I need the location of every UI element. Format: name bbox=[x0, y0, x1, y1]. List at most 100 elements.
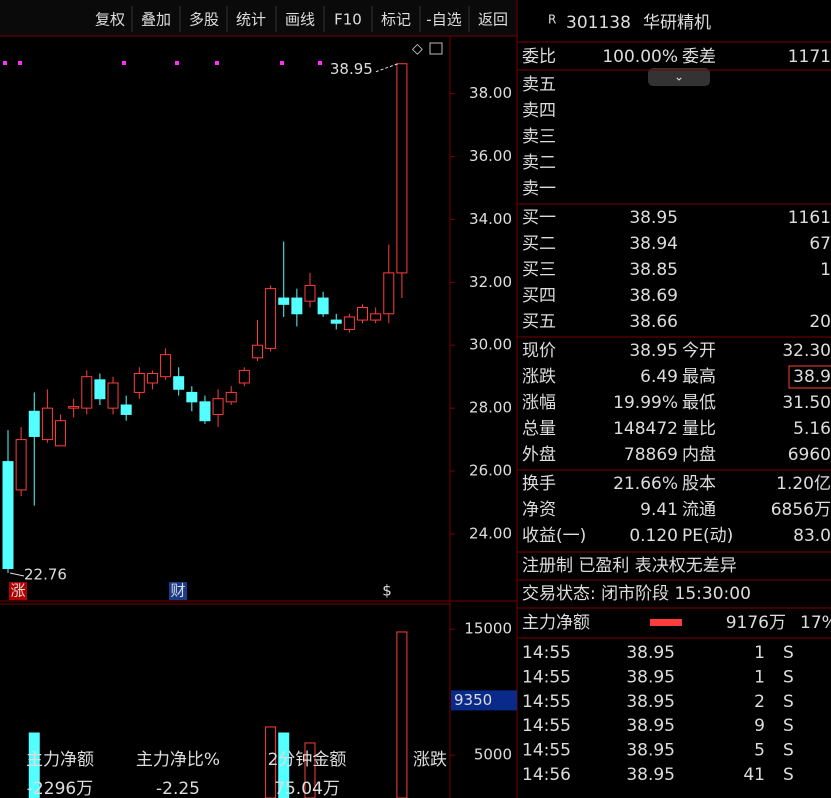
candle-body bbox=[291, 297, 303, 315]
candle-body bbox=[304, 284, 316, 302]
fund-value: 21.66% bbox=[613, 474, 678, 494]
event-marker[interactable]: 财 bbox=[170, 582, 185, 600]
bid-price: 38.95 bbox=[629, 208, 678, 228]
trade-volume: 1 bbox=[754, 667, 765, 687]
status: 交易状态: 闭市阶段 15:30:00 bbox=[522, 584, 751, 604]
ask-label: 卖二 bbox=[522, 153, 556, 173]
y-tick-label: 24.00 bbox=[469, 524, 512, 542]
toolbar-button[interactable]: 多股 bbox=[189, 11, 219, 29]
candle-body bbox=[212, 398, 224, 415]
candle-body bbox=[383, 272, 395, 315]
toolbar-button[interactable]: 叠加 bbox=[141, 11, 171, 29]
candle-body bbox=[330, 319, 342, 324]
event-marker-bg bbox=[378, 582, 396, 600]
stat-value: 148472 bbox=[613, 419, 678, 439]
fund-label: 流通 bbox=[682, 500, 716, 520]
candle-body bbox=[173, 376, 185, 390]
event-marker[interactable]: 涨 bbox=[10, 582, 25, 600]
stat-label: 量比 bbox=[682, 419, 716, 439]
collapse-button[interactable] bbox=[648, 68, 710, 86]
legend-name: 涨跌 bbox=[413, 750, 447, 770]
trade-side: S bbox=[783, 741, 794, 761]
toolbar-button[interactable]: 画线 bbox=[285, 11, 315, 29]
trade-price: 38.95 bbox=[626, 741, 675, 761]
trade-volume: 1 bbox=[754, 643, 765, 663]
event-marker[interactable]: $ bbox=[382, 582, 392, 600]
trade-side: S bbox=[783, 643, 794, 663]
candle-body bbox=[396, 63, 408, 274]
bid-price: 38.69 bbox=[629, 286, 678, 306]
candle-body bbox=[68, 406, 80, 409]
y-tick-label: 38.00 bbox=[469, 84, 512, 102]
flow-label: 主力净额 bbox=[522, 613, 590, 633]
stat-value: 38.95 bbox=[629, 341, 678, 361]
signal-dot bbox=[122, 61, 126, 65]
signal-dot bbox=[175, 61, 179, 65]
icon[interactable] bbox=[429, 42, 443, 55]
fund-value: 83.0 bbox=[793, 526, 831, 546]
icon[interactable]: ◇ bbox=[412, 41, 423, 57]
toolbar-button[interactable]: 统计 bbox=[236, 11, 266, 29]
trade-price: 38.95 bbox=[626, 643, 675, 663]
flow-value: 9176万 bbox=[726, 613, 786, 633]
stat-label: 外盘 bbox=[522, 445, 556, 465]
candle-body bbox=[343, 316, 355, 331]
y-tick-label: 34.00 bbox=[469, 210, 512, 228]
y-tick-label: 28.00 bbox=[469, 399, 512, 417]
bid-price: 38.85 bbox=[629, 260, 678, 280]
flow-bar bbox=[650, 619, 682, 626]
toolbar-button[interactable]: F10 bbox=[334, 11, 362, 29]
legend-value: -2296万 bbox=[27, 779, 93, 798]
signal-dot bbox=[280, 61, 284, 65]
ask-label: 卖四 bbox=[522, 101, 556, 121]
toolbar-button[interactable]: 标记 bbox=[381, 11, 411, 29]
toolbar-button[interactable]: 返回 bbox=[478, 11, 508, 29]
stat-label: 现价 bbox=[522, 341, 556, 361]
bid-label: 买五 bbox=[522, 312, 556, 332]
stat-label: 涨幅 bbox=[522, 393, 556, 413]
stat-value: 6960 bbox=[788, 445, 831, 465]
label: 委差 bbox=[682, 47, 716, 67]
candle-body bbox=[41, 407, 53, 441]
trade-side: S bbox=[783, 667, 794, 687]
candle-body bbox=[278, 297, 290, 305]
legend-name: 主力净比% bbox=[136, 750, 220, 770]
collapse-icon[interactable]: ⌄ bbox=[674, 70, 684, 84]
candle-body bbox=[81, 376, 93, 409]
stat-label: 涨跌 bbox=[522, 367, 556, 387]
stat-label: 最高 bbox=[682, 367, 716, 387]
trade-price: 38.95 bbox=[626, 765, 675, 785]
bid-volume: 67 bbox=[809, 234, 831, 254]
fund-value: 6856万 bbox=[771, 500, 831, 520]
value: 1171 bbox=[788, 47, 831, 67]
legend-name: 2分钟金额 bbox=[268, 750, 347, 770]
trade-time: 14:55 bbox=[522, 716, 571, 736]
low-label: 22.76 bbox=[24, 565, 67, 583]
highlight-box bbox=[788, 365, 831, 389]
candle-body bbox=[357, 306, 369, 321]
high-arrow bbox=[375, 63, 399, 73]
y-tick-label: 32.00 bbox=[469, 273, 512, 291]
trade-side: S bbox=[783, 692, 794, 712]
fund-label: 股本 bbox=[682, 474, 716, 494]
candle-body bbox=[55, 420, 67, 447]
candle-body bbox=[238, 369, 250, 384]
bid-label: 买一 bbox=[522, 208, 556, 228]
candle-body bbox=[199, 401, 211, 422]
fund-label: 换手 bbox=[522, 474, 556, 494]
volume-bar bbox=[396, 631, 408, 798]
ask-label: 卖五 bbox=[522, 75, 556, 95]
candle-body bbox=[225, 391, 237, 403]
trade-volume: 9 bbox=[754, 716, 765, 736]
candle-body bbox=[28, 410, 40, 437]
trade-time: 14:55 bbox=[522, 667, 571, 687]
legend-value: 75.04万 bbox=[274, 779, 340, 798]
flow-pct: 17% bbox=[800, 613, 831, 633]
stat-label: 今开 bbox=[682, 341, 716, 361]
candle-body bbox=[120, 404, 132, 415]
trade-volume: 41 bbox=[743, 765, 765, 785]
bid-label: 买三 bbox=[522, 260, 556, 280]
candle-body bbox=[107, 382, 119, 409]
toolbar-button[interactable]: -自选 bbox=[426, 11, 461, 29]
toolbar-button[interactable]: 复权 bbox=[95, 11, 125, 29]
